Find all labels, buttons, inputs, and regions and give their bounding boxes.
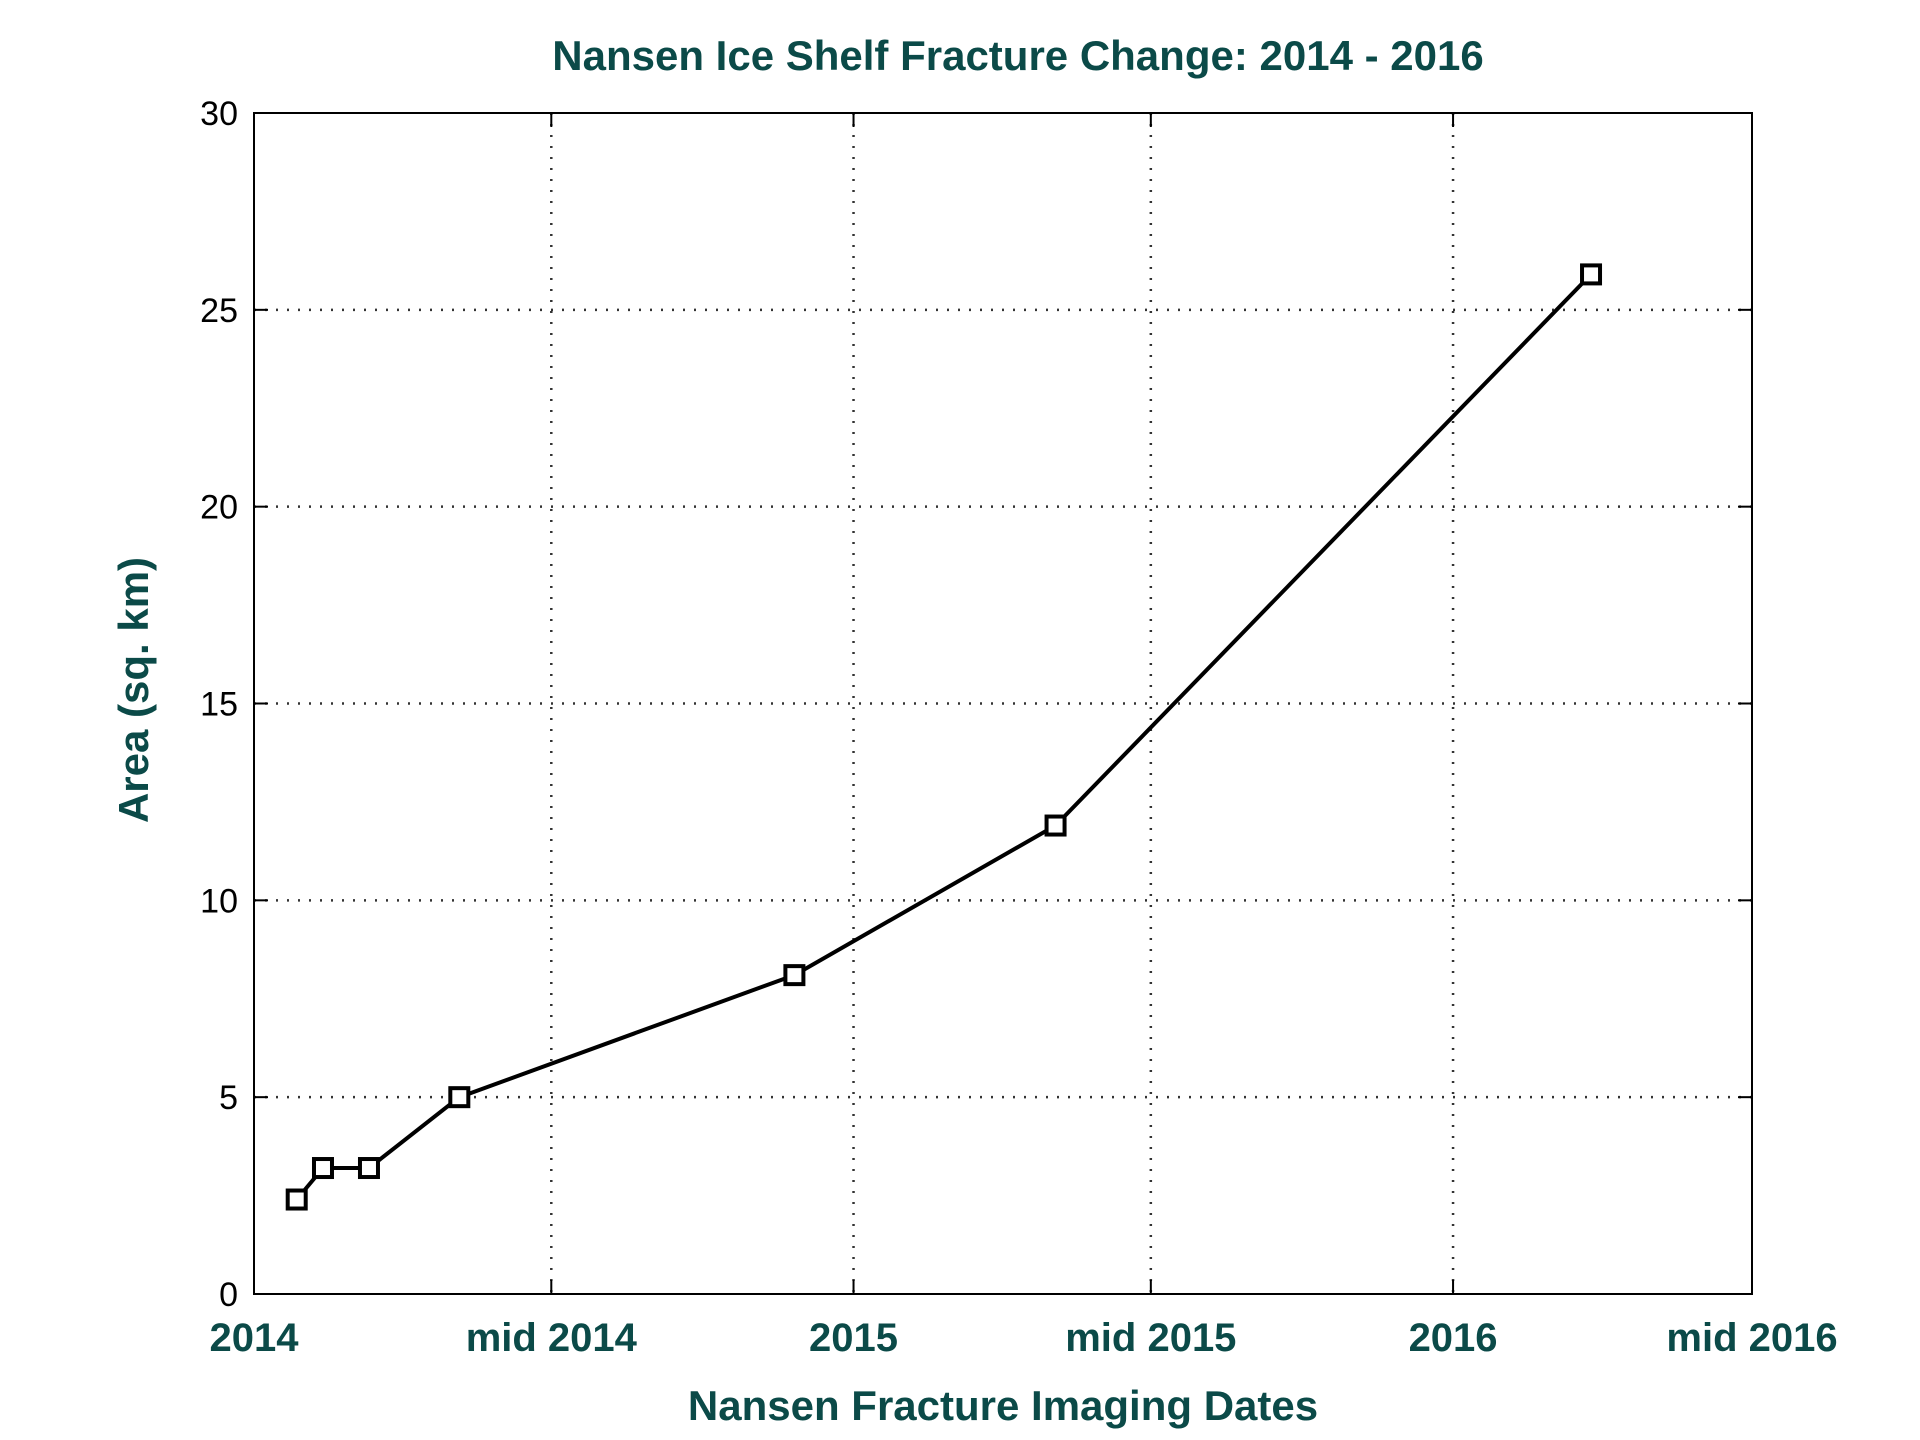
y-tick-label: 15 [200,686,238,724]
x-tick-label: 2014 [210,1316,300,1360]
x-tick-label: mid 2014 [466,1316,638,1360]
y-axis-label: Area (sq. km) [110,557,157,823]
data-point-marker [783,964,806,987]
y-tick-label: 25 [200,292,238,330]
y-tick-label: 30 [200,95,238,133]
x-tick-label: 2016 [1409,1316,1498,1360]
data-point-marker [1044,814,1067,837]
y-tick-label: 20 [200,489,238,527]
x-axis-label: Nansen Fracture Imaging Dates [688,1382,1318,1429]
series-line [295,273,1593,1201]
y-tick-label: 10 [200,882,238,920]
chart-title: Nansen Ice Shelf Fracture Change: 2014 -… [552,32,1483,79]
x-tick-labels: 2014 mid 2014 2015 mid 2015 2016 mid 2016 [210,1316,1838,1360]
data-point-marker [448,1086,471,1109]
series [285,263,1603,1211]
grid [254,113,1752,1294]
ticks [253,112,1753,1295]
x-tick-label: mid 2015 [1065,1316,1236,1360]
y-tick-labels: 0 5 10 15 20 25 30 [200,95,238,1314]
x-tick-label: 2015 [809,1316,898,1360]
data-point-marker [1580,263,1603,286]
data-point-marker [357,1157,380,1180]
y-tick-label: 5 [219,1079,238,1117]
data-point-marker [311,1157,334,1180]
x-tick-label: mid 2016 [1666,1316,1837,1360]
data-point-marker [285,1188,308,1211]
y-tick-label: 0 [219,1276,238,1314]
